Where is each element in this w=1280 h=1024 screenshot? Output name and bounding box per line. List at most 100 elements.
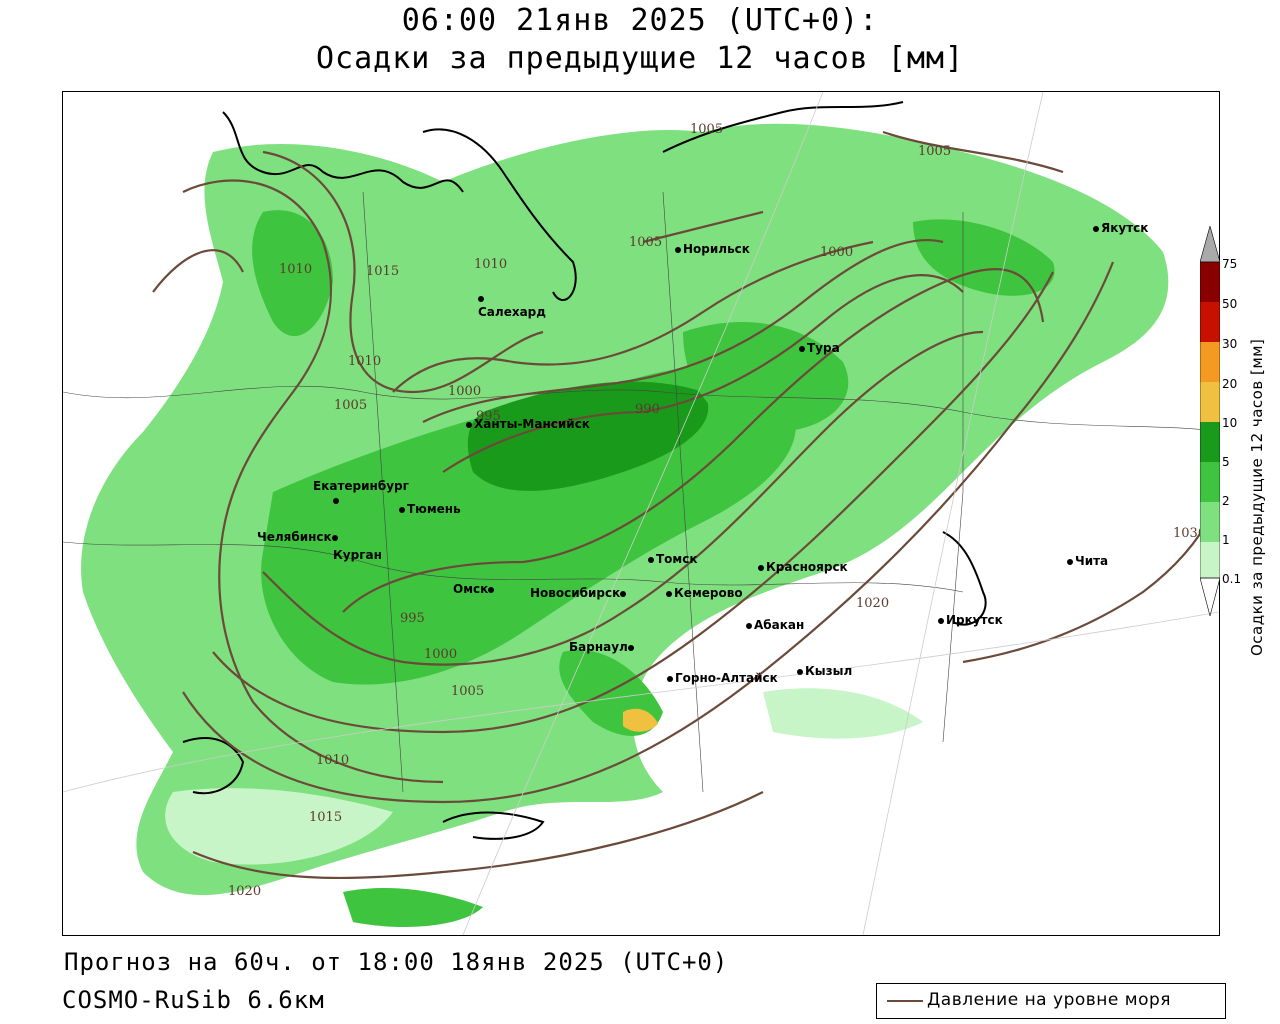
city-label: Барнаул <box>569 640 636 654</box>
city-marker <box>1067 558 1073 565</box>
admin-borders <box>62 191 1220 793</box>
isobar-label: 1010 <box>279 262 313 277</box>
isobar-label: 1005 <box>629 235 663 250</box>
colorbar-band <box>1200 262 1220 302</box>
city-marker <box>627 644 634 651</box>
city-marker <box>466 421 472 428</box>
city-marker <box>758 564 764 571</box>
pressure-line-swatch <box>887 1000 923 1002</box>
isobar-label: 1020 <box>856 596 890 611</box>
isobar-label: 1015 <box>366 264 400 279</box>
colorbar-title: Осадки за предыдущие 12 часов [мм] <box>1248 338 1266 656</box>
city-marker <box>675 246 681 253</box>
city-name: Салехард <box>478 305 546 319</box>
city-name: Екатеринбург <box>313 479 409 493</box>
map-title-line2: Осадки за предыдущие 12 часов [мм] <box>315 41 965 76</box>
city-name: Тюмень <box>407 502 461 516</box>
isobars <box>152 130 1214 880</box>
isobar-label: 1000 <box>448 384 482 399</box>
city-name: Якутск <box>1101 221 1149 235</box>
colorbar-label: 20 <box>1222 377 1238 391</box>
city-label: Горно-Алтайск <box>667 671 778 685</box>
city-name: Кемерово <box>674 586 743 600</box>
colorbar-label: 2 <box>1222 494 1230 508</box>
city-marker <box>333 497 339 504</box>
model-name: COSMO-RuSib 6.6км <box>62 986 325 1014</box>
precipitation-map: 1005 1005 1005 1000 1010 1015 1010 1010 … <box>62 91 1220 936</box>
city-label: Салехард <box>478 291 546 319</box>
isobar-label: 1005 <box>334 398 368 413</box>
city-label: Ханты-Мансийск <box>466 417 590 431</box>
city-name: Горно-Алтайск <box>675 671 778 685</box>
colorbar-label: 0.1 <box>1222 572 1242 586</box>
city-label: Новосибирск <box>530 586 628 600</box>
colorbar-label: 1 <box>1222 533 1230 547</box>
colorbar-underflow-arrow <box>1200 577 1220 616</box>
coastlines <box>182 101 987 840</box>
city-name: Омск <box>453 582 489 596</box>
graticule <box>62 91 1220 936</box>
city-marker <box>488 586 495 593</box>
city-label: Курган <box>333 548 382 562</box>
city-name: Томск <box>656 552 698 566</box>
isobar-label: 990 <box>635 402 660 417</box>
pressure-legend-label: Давление на уровне моря <box>927 990 1171 1010</box>
city-marker <box>399 506 405 513</box>
colorbar-label: 10 <box>1222 416 1238 430</box>
city-label: Тура <box>799 341 840 355</box>
city-label: Красноярск <box>758 560 848 574</box>
isobar-label: 1010 <box>474 257 508 272</box>
colorbar-band <box>1200 422 1220 462</box>
city-label: Кызыл <box>797 664 852 678</box>
colorbar-label: 5 <box>1222 455 1230 469</box>
city-label: Иркутск <box>938 613 1003 627</box>
city-label: Кемерово <box>666 586 743 600</box>
map-title-line1: 06:00 21янв 2025 (UTC+0): <box>401 3 879 38</box>
city-label: Норильск <box>675 242 750 256</box>
colorbar-band <box>1200 502 1220 542</box>
map-legend: Давление на уровне моря <box>876 983 1226 1019</box>
city-name: Барнаул <box>569 640 628 654</box>
city-marker <box>666 590 672 597</box>
colorbar-label: 30 <box>1222 337 1238 351</box>
city-marker <box>746 622 752 629</box>
colorbar-band <box>1200 382 1220 422</box>
city-label: Челябинск <box>257 530 340 544</box>
isobar-label: 1005 <box>690 122 724 137</box>
colorbar-band <box>1200 542 1220 578</box>
city-label: Томск <box>648 552 698 566</box>
city-marker <box>799 345 805 352</box>
forecast-info: Прогноз на 60ч. от 18:00 18янв 2025 (UTC… <box>64 948 729 976</box>
isobar-label: 1005 <box>918 144 952 159</box>
city-label: Тюмень <box>399 502 461 516</box>
city-label: Екатеринбург <box>313 479 409 507</box>
city-marker <box>1093 225 1099 232</box>
colorbar-band <box>1200 342 1220 382</box>
colorbar-band <box>1200 462 1220 502</box>
city-name: Новосибирск <box>530 586 621 600</box>
city-label: Абакан <box>746 618 804 632</box>
isobar-label: 1030 <box>1173 526 1207 541</box>
isobar-label: 1010 <box>316 753 350 768</box>
city-marker <box>331 534 338 541</box>
isobar-label: 1000 <box>820 245 854 260</box>
isobar-label: 1000 <box>424 647 458 662</box>
city-name: Кызыл <box>805 664 853 678</box>
precipitation-colorbar <box>1200 226 1220 616</box>
precipitation-field <box>81 123 1169 927</box>
city-name: Курган <box>333 548 382 562</box>
map-canvas <box>62 91 1220 936</box>
city-name: Челябинск <box>257 530 332 544</box>
colorbar-label: 50 <box>1222 297 1238 311</box>
city-name: Норильск <box>683 242 750 256</box>
city-name: Иркутск <box>946 613 1003 627</box>
city-marker <box>667 675 673 682</box>
city-marker <box>648 556 654 563</box>
isobar-label: 995 <box>476 409 501 424</box>
city-name: Тура <box>807 341 840 355</box>
city-marker <box>797 668 803 675</box>
isobar-label: 995 <box>400 611 425 626</box>
city-name: Чита <box>1075 554 1109 568</box>
isobar-label: 1015 <box>309 810 343 825</box>
city-name: Абакан <box>754 618 805 632</box>
